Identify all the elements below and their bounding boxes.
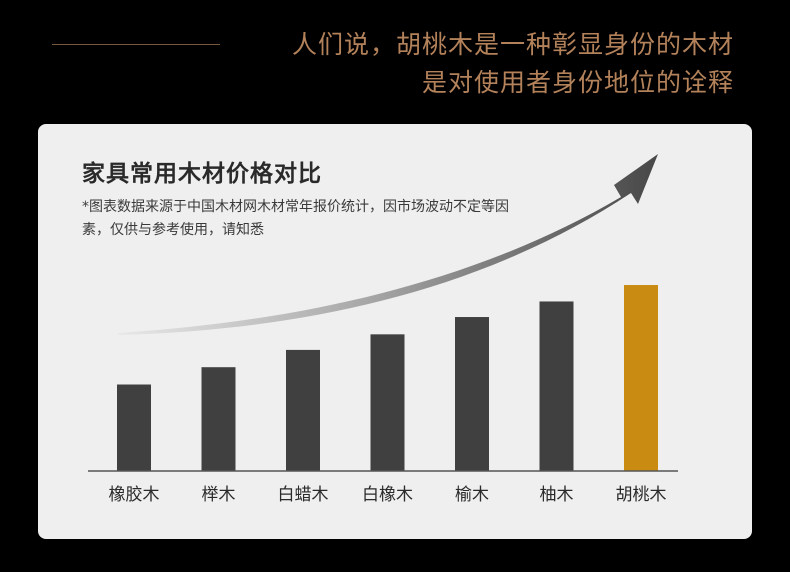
trend-arrow-icon (118, 154, 658, 335)
x-tick-label: 白蜡木 (278, 485, 329, 505)
bar-2 (286, 349, 320, 471)
bar-0 (117, 384, 151, 471)
chart-card: 家具常用木材价格对比 *图表数据来源于中国木材网木材常年报价统计，因市场波动不定… (38, 124, 752, 539)
headline-line-1: 人们说，胡桃木是一种彰显身份的木材 (291, 30, 734, 59)
bar-1 (201, 367, 236, 471)
chart-title: 家具常用木材价格对比 (82, 161, 322, 187)
chart-note: *图表数据来源于中国木材网木材常年报价统计，因市场波动不定等因素，仅供与参考使用… (82, 199, 509, 238)
headline-line-2: 是对使用者身份地位的诠释 (421, 68, 734, 97)
x-tick-label: 榉木 (202, 485, 236, 505)
bar-6 (624, 285, 658, 471)
bar-3 (370, 334, 405, 471)
x-tick-label: 橡胶木 (109, 485, 160, 505)
bar-5 (539, 301, 574, 471)
price-bar-chart: 橡胶木 榉木 白蜡木 白橡木 榆木 柚木 胡桃木 (88, 154, 678, 505)
x-tick-label: 胡桃木 (616, 485, 667, 505)
bar-4 (455, 317, 489, 471)
x-tick-label: 白橡木 (362, 485, 413, 505)
header-divider (52, 44, 220, 45)
x-tick-label: 榆木 (455, 485, 489, 505)
headline: 人们说，胡桃木是一种彰显身份的木材 是对使用者身份地位的诠释 (292, 26, 734, 102)
x-tick-label: 柚木 (540, 485, 574, 505)
